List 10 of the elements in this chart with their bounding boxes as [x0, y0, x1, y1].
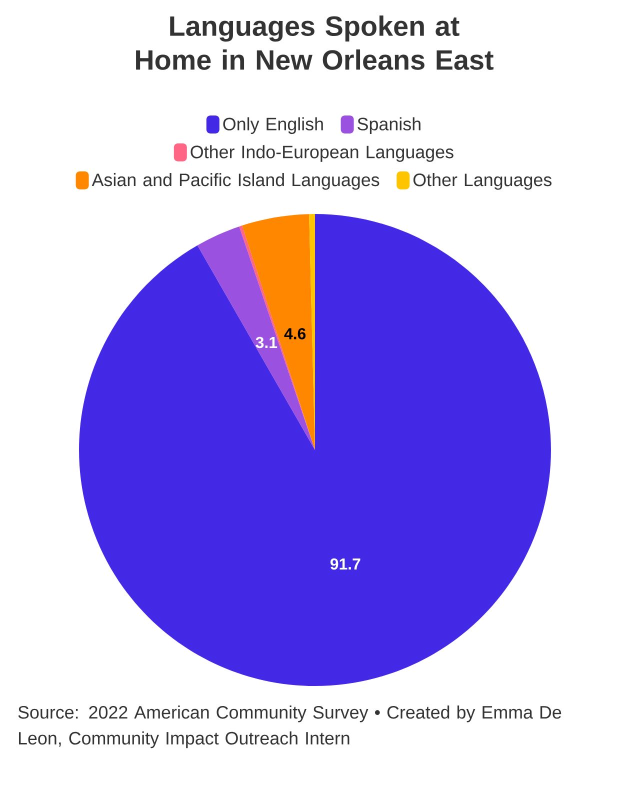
- source-note: Source: 2022 American Community Survey • Created by Emma De Leon, Community Impact Outreach Intern: [18, 706, 562, 748]
- data-label: 4.6: [284, 328, 306, 340]
- chart-title: Languages Spoken at Home in New Orleans East: [136, 16, 494, 70]
- data-label: 91.7: [330, 558, 360, 570]
- legend-label: Asian and Pacific Island Languages: [92, 173, 380, 190]
- legend-label: Other Languages: [413, 173, 552, 190]
- data-label: 3.1: [256, 336, 278, 348]
- legend-label: Only English: [223, 117, 323, 134]
- legend-label: Spanish: [358, 117, 420, 134]
- legend-label: Other Indo-European Languages: [190, 145, 454, 162]
